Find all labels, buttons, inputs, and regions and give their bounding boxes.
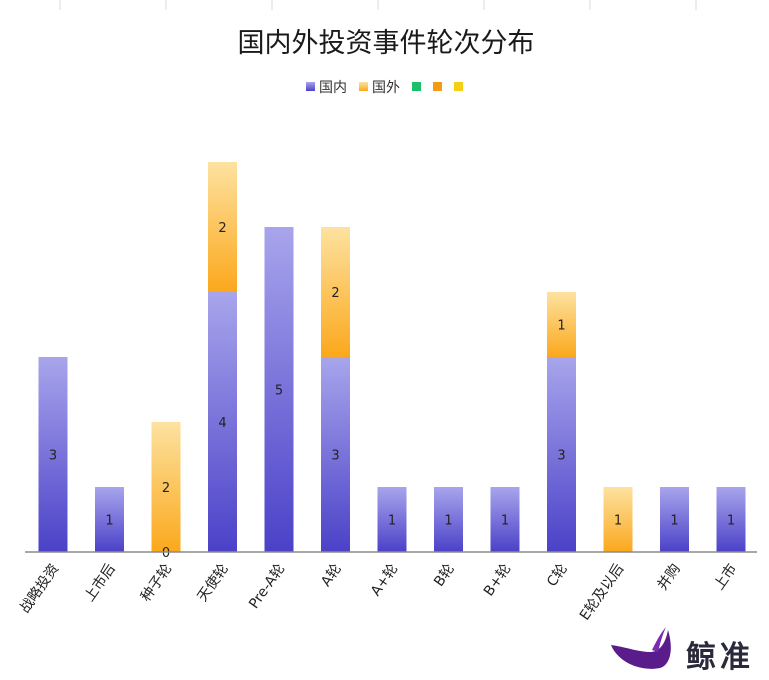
data-label-domestic-3: 4 [218, 416, 226, 431]
data-label-domestic-9: 3 [557, 449, 565, 464]
data-label-domestic-8: 1 [501, 514, 509, 529]
x-tick-label-10: E轮及以后 [577, 561, 627, 623]
x-tick-label-6: A+轮 [368, 561, 401, 599]
bar-domestic-7 [434, 487, 463, 552]
bar-domestic-1 [95, 487, 124, 552]
bar-domestic-12 [716, 487, 746, 552]
bar-domestic-6 [377, 487, 407, 552]
legend-swatch-foreign [359, 82, 368, 91]
legend-label-foreign: 国外 [372, 80, 400, 96]
x-tick-label-4: Pre-A轮 [246, 561, 288, 612]
x-tick-label-0: 战略投资 [17, 561, 62, 616]
bar-foreign-10 [603, 487, 633, 552]
legend-swatch-domestic [306, 82, 315, 91]
x-tick-label-12: 上市 [710, 561, 740, 594]
legend-swatch-orange [433, 82, 442, 91]
chart-title: 国内外投资事件轮次分布 [238, 28, 535, 59]
bar-domestic-3 [208, 292, 237, 552]
data-label-foreign-3: 2 [218, 221, 226, 236]
data-label-foreign-5: 2 [331, 286, 339, 301]
bar-domestic-4 [264, 227, 294, 552]
bar-foreign-9 [547, 292, 576, 357]
bar-domestic-5 [321, 357, 350, 552]
x-tick-label-8: B+轮 [481, 561, 514, 599]
legend-swatch-yellow [454, 82, 463, 91]
x-tick-label-7: B轮 [431, 561, 458, 590]
data-label-foreign-2: 2 [162, 481, 170, 496]
whale-icon [611, 630, 671, 669]
x-tick-labels: 战略投资 上市后 种子轮 天使轮 Pre-A轮 A轮 A+轮 B轮 B+轮 C轮 E轮及以后 并购 上市 [17, 561, 740, 624]
data-label-foreign-9: 1 [557, 319, 565, 334]
data-label-domestic-11: 1 [670, 514, 678, 529]
x-tick-label-11: 并购 [655, 561, 684, 593]
x-tick-label-2: 种子轮 [138, 561, 175, 605]
bar-domestic-8 [490, 487, 520, 552]
bar-domestic-11 [660, 487, 689, 552]
bar-foreign-3 [208, 162, 237, 292]
data-label-domestic-4: 5 [275, 384, 283, 399]
legend-swatch-green [412, 82, 421, 91]
x-tick-label-1: 上市后 [81, 561, 119, 605]
x-tick-label-3: 天使轮 [194, 561, 232, 605]
bar-domestic-9 [547, 357, 576, 552]
data-labels: 3 1 0 2 4 2 5 3 2 1 1 1 3 1 1 1 1 [49, 221, 735, 561]
x-tick-label-9: C轮 [544, 561, 571, 590]
legend: 国内 国外 [306, 80, 463, 96]
x-tick-label-5: A轮 [318, 561, 345, 589]
data-label-domestic-0: 3 [49, 449, 57, 464]
data-label-domestic-7: 1 [444, 514, 452, 529]
bar-domestic-0 [38, 357, 68, 552]
bar-foreign-2 [151, 422, 181, 552]
brand-logo: 鲸准 [611, 627, 754, 675]
legend-label-domestic: 国内 [319, 80, 347, 96]
data-label-domestic-2: 0 [162, 546, 170, 561]
data-label-domestic-5: 3 [331, 449, 339, 464]
data-label-domestic-12: 1 [727, 514, 735, 529]
data-label-foreign-10: 1 [614, 514, 622, 529]
data-label-domestic-6: 1 [388, 514, 396, 529]
whale-tail-icon [652, 627, 666, 652]
bars [38, 162, 746, 552]
top-edge-ticks [59, 0, 697, 10]
data-label-domestic-1: 1 [105, 514, 113, 529]
bar-foreign-5 [321, 227, 350, 357]
brand-name: 鲸准 [686, 640, 754, 675]
